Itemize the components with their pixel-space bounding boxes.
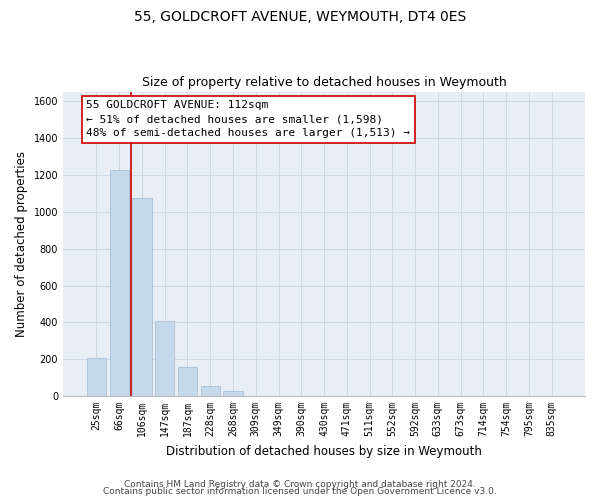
Bar bbox=[178, 366, 197, 396]
Text: 55, GOLDCROFT AVENUE, WEYMOUTH, DT4 0ES: 55, GOLDCROFT AVENUE, WEYMOUTH, DT4 0ES bbox=[134, 10, 466, 24]
Text: Contains HM Land Registry data © Crown copyright and database right 2024.: Contains HM Land Registry data © Crown c… bbox=[124, 480, 476, 489]
Text: 55 GOLDCROFT AVENUE: 112sqm
← 51% of detached houses are smaller (1,598)
48% of : 55 GOLDCROFT AVENUE: 112sqm ← 51% of det… bbox=[86, 100, 410, 138]
Y-axis label: Number of detached properties: Number of detached properties bbox=[15, 151, 28, 337]
Bar bbox=[155, 320, 175, 396]
Bar bbox=[223, 392, 242, 396]
Bar bbox=[87, 358, 106, 396]
Bar bbox=[132, 198, 152, 396]
Bar bbox=[110, 170, 129, 396]
X-axis label: Distribution of detached houses by size in Weymouth: Distribution of detached houses by size … bbox=[166, 444, 482, 458]
Title: Size of property relative to detached houses in Weymouth: Size of property relative to detached ho… bbox=[142, 76, 506, 90]
Bar bbox=[200, 386, 220, 396]
Text: Contains public sector information licensed under the Open Government Licence v3: Contains public sector information licen… bbox=[103, 487, 497, 496]
